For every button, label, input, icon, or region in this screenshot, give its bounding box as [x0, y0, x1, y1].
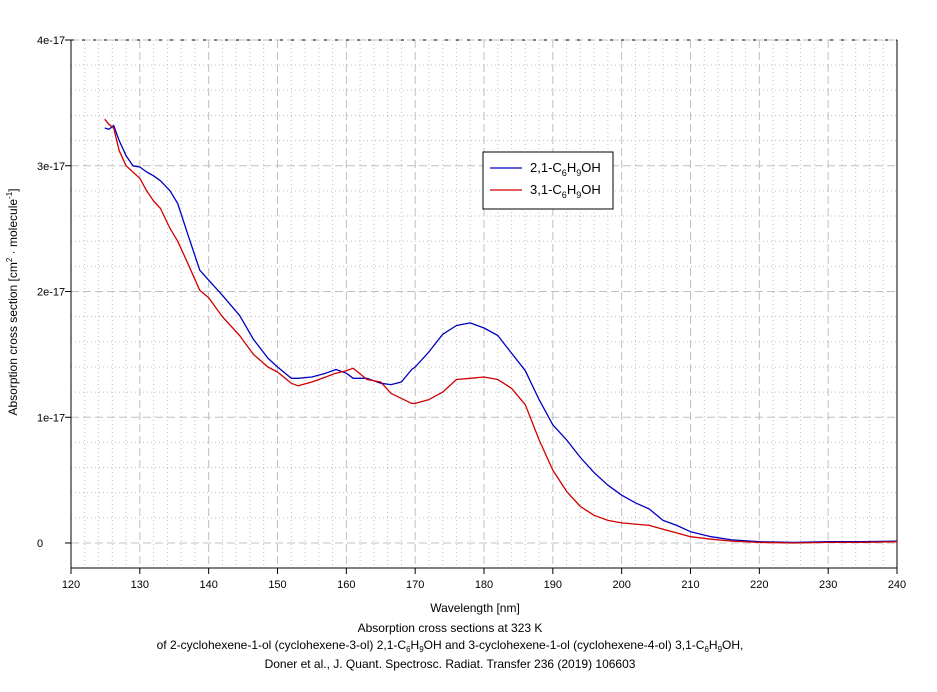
x-tick-label: 210 [681, 579, 699, 591]
legend-label-2: 3,1-C6H9OH [530, 182, 601, 200]
x-tick-label: 180 [475, 579, 493, 591]
x-tick-label: 160 [337, 579, 355, 591]
x-tick-label: 150 [268, 579, 286, 591]
y-tick-label: 2e-17 [37, 287, 65, 299]
x-tick-label: 190 [544, 579, 562, 591]
y-tick-label: 3e-17 [37, 161, 65, 173]
y-tick-label: 0 [37, 538, 43, 550]
y-tick-label: 4e-17 [37, 35, 65, 47]
legend: 2,1-C6H9OH 3,1-C6H9OH [482, 151, 614, 210]
x-axis-title: Wavelength [nm] [430, 601, 520, 615]
legend-box [482, 151, 614, 210]
chart-title: Absorption cross sections at 323 K [357, 621, 543, 635]
y-axis-title: Absorption cross section [cm2 · molecule… [5, 188, 20, 415]
y-tick-label: 1e-17 [37, 412, 65, 424]
x-tick-label: 170 [406, 579, 424, 591]
series-group [104, 118, 898, 544]
x-tick-label: 200 [612, 579, 630, 591]
chart-subtitle: of 2-cyclohexene-1-ol (cyclohexene-3-ol)… [156, 638, 744, 654]
x-tick-label: 240 [888, 579, 906, 591]
major-grid [71, 39, 897, 568]
series-line-1 [104, 124, 898, 544]
tick-group: 120 130 140 150 160 170 180 190 200 210 220 230 240 0… [37, 35, 906, 591]
x-tick-label: 120 [62, 579, 80, 591]
x-tick-label: 220 [750, 579, 768, 591]
legend-label-1: 2,1-C6H9OH [530, 160, 601, 178]
series-line-2 [104, 118, 898, 544]
chart-citation: Doner et al., J. Quant. Spectrosc. Radia… [264, 657, 636, 671]
x-tick-label: 130 [131, 579, 149, 591]
x-tick-label: 230 [819, 579, 837, 591]
x-tick-label: 140 [199, 579, 217, 591]
